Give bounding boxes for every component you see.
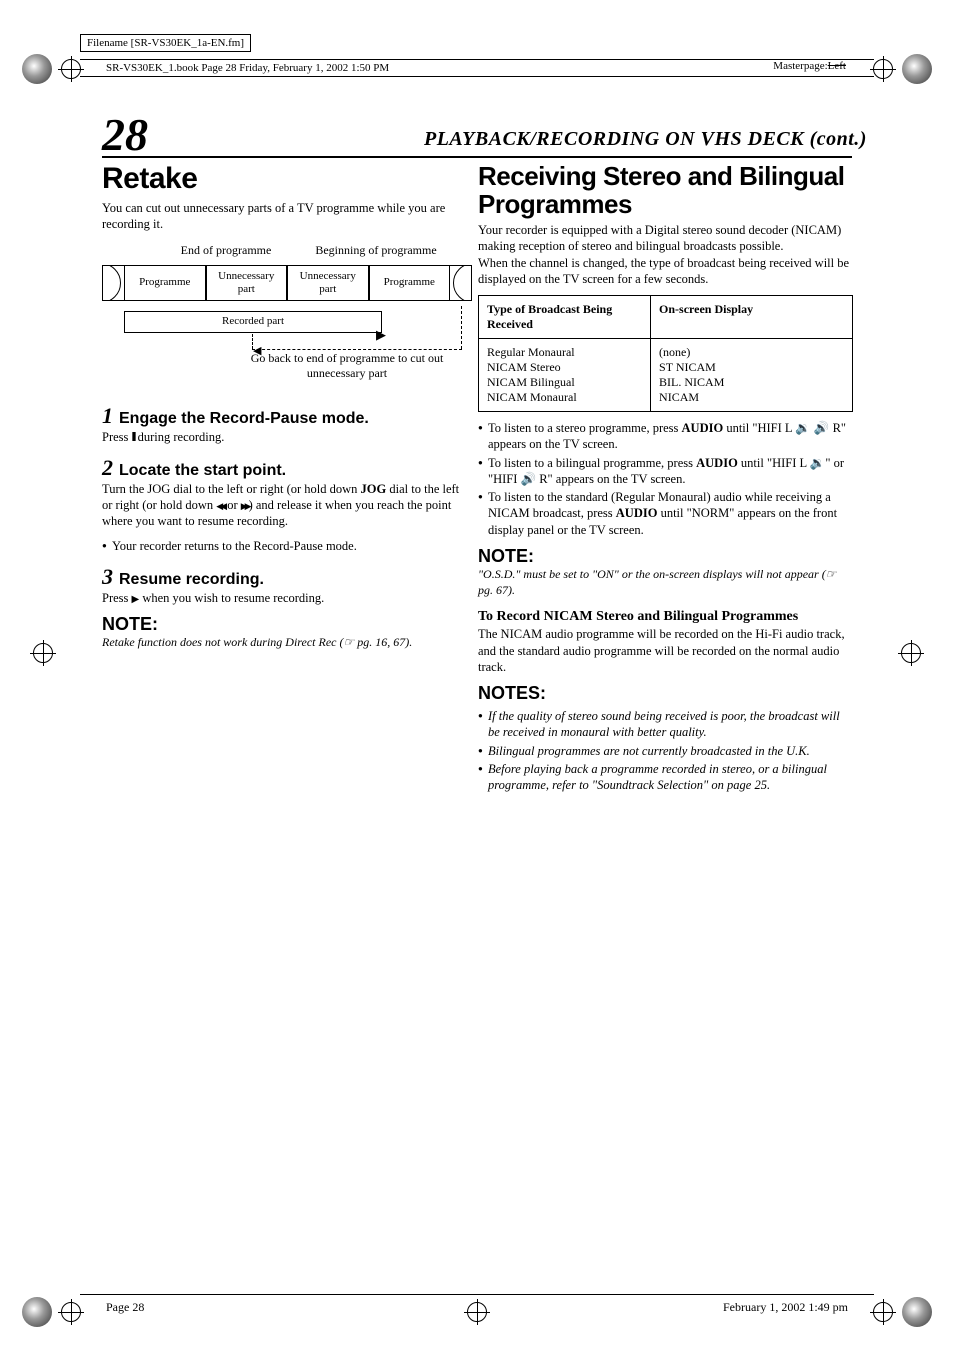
rule xyxy=(102,156,852,158)
notes-bullet: Bilingual programmes are not currently b… xyxy=(478,743,853,759)
section-title: PLAYBACK/RECORDING ON VHS DECK (cont.) xyxy=(424,128,867,151)
diagram-box: Programme xyxy=(124,265,206,301)
stereo-intro-2: When the channel is changed, the type of… xyxy=(478,255,853,288)
masterpage-label: Masterpage:Left xyxy=(773,60,846,72)
table-cell: (none) ST NICAM BIL. NICAM NICAM xyxy=(651,339,853,412)
diagram-box: Programme xyxy=(369,265,451,301)
diagram-box: Unnecessary part xyxy=(206,265,288,301)
sub-text: The NICAM audio programme will be record… xyxy=(478,626,853,675)
rule xyxy=(80,59,874,60)
corner-mark xyxy=(22,1297,52,1327)
note-heading: NOTE: xyxy=(102,614,472,635)
note-text: Retake function does not work during Dir… xyxy=(102,635,472,651)
broadcast-table: Type of Broadcast Being Received On-scre… xyxy=(478,295,853,412)
retake-intro: You can cut out unnecessary parts of a T… xyxy=(102,200,472,233)
notes-bullet: Before playing back a programme recorded… xyxy=(478,761,853,794)
footer: Page 28 February 1, 2002 1:49 pm xyxy=(106,1300,848,1315)
diagram-recorded: Recorded part xyxy=(124,311,382,333)
step-2-heading: 2Locate the start point. xyxy=(102,455,472,481)
step-1-text: Press II during recording. xyxy=(102,429,472,445)
audio-bullet: To listen to a stereo programme, press A… xyxy=(478,420,853,453)
diagram-box: Unnecessary part xyxy=(287,265,369,301)
notes-bullet: If the quality of stereo sound being rec… xyxy=(478,708,853,741)
table-header: On-screen Display xyxy=(651,296,853,339)
corner-mark xyxy=(902,54,932,84)
footer-date: February 1, 2002 1:49 pm xyxy=(723,1300,848,1315)
step-1-heading: 1Engage the Record-Pause mode. xyxy=(102,403,472,429)
step-2-text: Turn the JOG dial to the left or right (… xyxy=(102,481,472,530)
corner-mark xyxy=(22,54,52,84)
filename-label: Filename [SR-VS30EK_1a-EN.fm] xyxy=(80,34,251,52)
corner-mark xyxy=(902,1297,932,1327)
diagram-end-label: End of programme xyxy=(156,243,296,258)
footer-page: Page 28 xyxy=(106,1300,144,1315)
audio-bullet: To listen to a bilingual programme, pres… xyxy=(478,455,853,488)
audio-bullet: To listen to the standard (Regular Monau… xyxy=(478,489,853,538)
note-heading: NOTE: xyxy=(478,546,853,567)
notes-heading: NOTES: xyxy=(478,683,853,704)
diagram-goback: Go back to end of programme to cut out u… xyxy=(222,351,472,381)
reg-mark xyxy=(58,1299,84,1325)
sub-heading: To Record NICAM Stereo and Bilingual Pro… xyxy=(478,608,853,626)
table-header: Type of Broadcast Being Received xyxy=(479,296,651,339)
reg-mark xyxy=(30,640,56,666)
stereo-intro-1: Your recorder is equipped with a Digital… xyxy=(478,222,853,255)
rule xyxy=(80,76,874,77)
step-3-text: Press when you wish to resume recording. xyxy=(102,590,472,606)
rule xyxy=(80,1294,874,1295)
note-text: "O.S.D." must be set to "ON" or the on-s… xyxy=(478,567,853,598)
reg-mark xyxy=(898,640,924,666)
left-column: Retake You can cut out unnecessary parts… xyxy=(102,162,472,651)
right-column: Receiving Stereo and Bilingual Programme… xyxy=(478,162,853,797)
table-cell: Regular Monaural NICAM Stereo NICAM Bili… xyxy=(479,339,651,412)
heading-retake: Retake xyxy=(102,162,472,196)
tape-diagram: End of programme Beginning of programme … xyxy=(102,241,472,391)
heading-stereo: Receiving Stereo and Bilingual Programme… xyxy=(478,162,853,218)
step-2-bullet: Your recorder returns to the Record-Paus… xyxy=(102,538,472,554)
reg-mark xyxy=(870,1299,896,1325)
page-number: 28 xyxy=(102,108,148,161)
step-3-heading: 3Resume recording. xyxy=(102,564,472,590)
book-line: SR-VS30EK_1.book Page 28 Friday, Februar… xyxy=(106,62,389,74)
diagram-begin-label: Beginning of programme xyxy=(296,243,456,258)
